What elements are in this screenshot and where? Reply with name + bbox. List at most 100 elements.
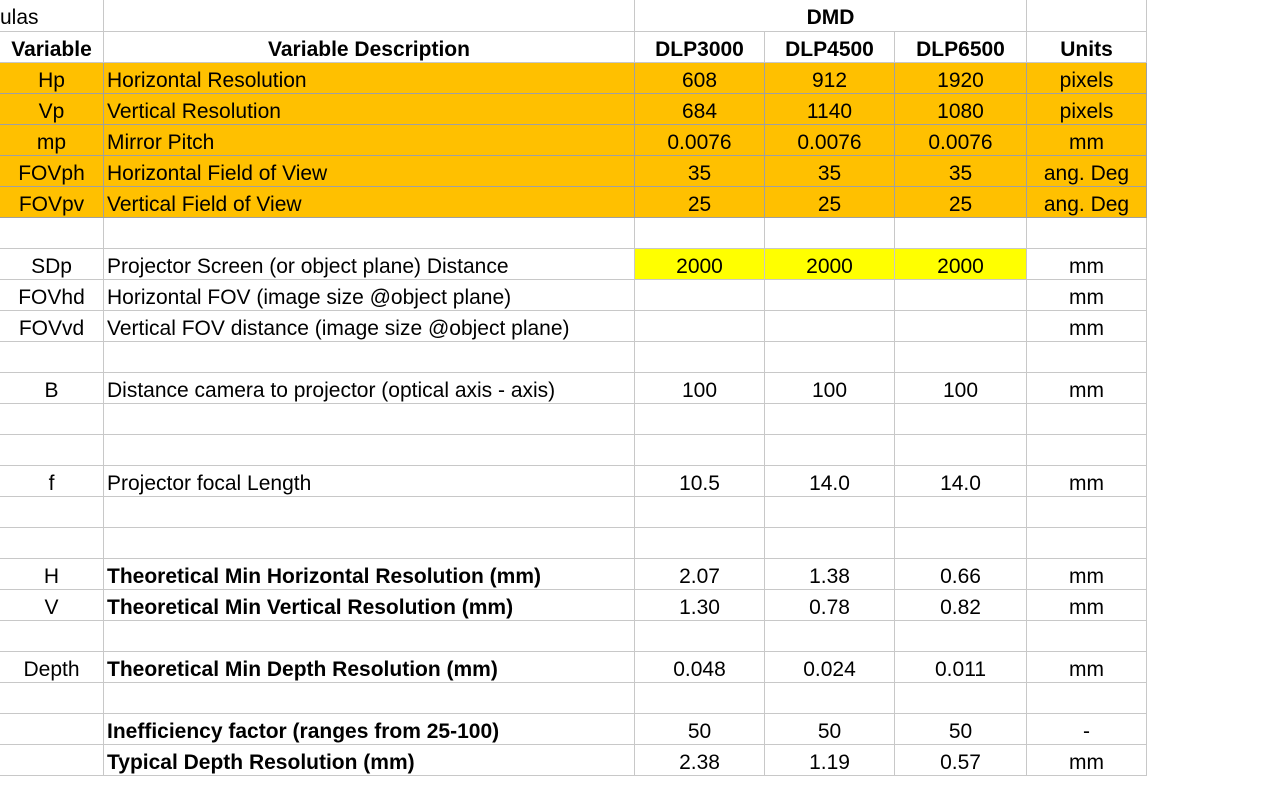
dlp4500-cell[interactable] (765, 218, 895, 249)
units-cell[interactable] (1027, 683, 1147, 714)
description-cell[interactable] (104, 683, 635, 714)
description-cell[interactable] (104, 435, 635, 466)
units-cell[interactable]: mm (1027, 280, 1147, 311)
variable-cell[interactable]: Depth (0, 652, 104, 683)
description-cell[interactable]: Theoretical Min Horizontal Resolution (m… (104, 559, 635, 590)
description-cell[interactable] (104, 528, 635, 559)
dlp4500-cell[interactable]: 0.78 (765, 590, 895, 621)
dlp3000-cell[interactable] (635, 621, 765, 652)
description-cell[interactable]: Vertical FOV distance (image size @objec… (104, 311, 635, 342)
dlp6500-cell[interactable] (895, 404, 1027, 435)
dlp6500-cell[interactable]: 0.011 (895, 652, 1027, 683)
dlp3000-cell[interactable] (635, 311, 765, 342)
units-cell[interactable] (1027, 435, 1147, 466)
units-cell[interactable] (1027, 621, 1147, 652)
units-cell[interactable]: pixels (1027, 94, 1147, 125)
description-cell[interactable]: Mirror Pitch (104, 125, 635, 156)
units-cell[interactable] (1027, 528, 1147, 559)
dlp4500-cell[interactable]: 35 (765, 156, 895, 187)
dlp4500-cell[interactable]: 912 (765, 63, 895, 94)
variable-cell[interactable]: FOVph (0, 156, 104, 187)
variable-cell[interactable]: B (0, 373, 104, 404)
variable-cell[interactable] (0, 435, 104, 466)
dlp4500-cell[interactable] (765, 280, 895, 311)
variable-cell[interactable] (0, 218, 104, 249)
description-cell[interactable]: Projector focal Length (104, 466, 635, 497)
header-variable[interactable]: Variable (0, 32, 104, 63)
dlp6500-cell[interactable]: 2000 (895, 249, 1027, 280)
variable-cell[interactable] (0, 621, 104, 652)
description-cell[interactable] (104, 218, 635, 249)
description-cell[interactable]: Inefficiency factor (ranges from 25-100) (104, 714, 635, 745)
units-cell[interactable] (1027, 497, 1147, 528)
dlp4500-cell[interactable]: 25 (765, 187, 895, 218)
variable-cell[interactable]: Vp (0, 94, 104, 125)
description-cell[interactable]: Projector Screen (or object plane) Dista… (104, 249, 635, 280)
corner-label-cell[interactable]: ulas (0, 0, 104, 32)
dlp6500-cell[interactable]: 100 (895, 373, 1027, 404)
variable-cell[interactable] (0, 683, 104, 714)
dlp3000-cell[interactable] (635, 404, 765, 435)
units-cell[interactable]: ang. Deg (1027, 156, 1147, 187)
variable-cell[interactable]: SDp (0, 249, 104, 280)
description-cell[interactable]: Distance camera to projector (optical ax… (104, 373, 635, 404)
description-cell[interactable]: Typical Depth Resolution (mm) (104, 745, 635, 776)
dlp4500-cell[interactable] (765, 528, 895, 559)
dlp3000-cell[interactable]: 0.048 (635, 652, 765, 683)
units-cell[interactable] (1027, 218, 1147, 249)
dlp6500-cell[interactable]: 35 (895, 156, 1027, 187)
header-dlp4500[interactable]: DLP4500 (765, 32, 895, 63)
dlp4500-cell[interactable]: 1140 (765, 94, 895, 125)
dlp3000-cell[interactable]: 2.07 (635, 559, 765, 590)
dlp4500-cell[interactable]: 1.38 (765, 559, 895, 590)
units-cell[interactable]: mm (1027, 311, 1147, 342)
description-cell[interactable] (104, 621, 635, 652)
dlp3000-cell[interactable]: 608 (635, 63, 765, 94)
dlp6500-cell[interactable]: 1080 (895, 94, 1027, 125)
dlp4500-cell[interactable] (765, 621, 895, 652)
description-cell[interactable] (104, 342, 635, 373)
units-cell[interactable]: mm (1027, 466, 1147, 497)
dlp6500-cell[interactable] (895, 342, 1027, 373)
dlp6500-cell[interactable] (895, 311, 1027, 342)
description-cell[interactable]: Horizontal FOV (image size @object plane… (104, 280, 635, 311)
dlp6500-cell[interactable] (895, 683, 1027, 714)
dlp6500-cell[interactable]: 0.57 (895, 745, 1027, 776)
dlp3000-cell[interactable]: 35 (635, 156, 765, 187)
dlp6500-cell[interactable] (895, 621, 1027, 652)
variable-cell[interactable] (0, 404, 104, 435)
description-cell[interactable]: Vertical Field of View (104, 187, 635, 218)
dlp3000-cell[interactable]: 10.5 (635, 466, 765, 497)
description-cell[interactable]: Horizontal Resolution (104, 63, 635, 94)
dlp4500-cell[interactable]: 1.19 (765, 745, 895, 776)
units-cell[interactable]: mm (1027, 373, 1147, 404)
cell[interactable] (104, 0, 635, 32)
dlp3000-cell[interactable] (635, 497, 765, 528)
description-cell[interactable] (104, 497, 635, 528)
header-description[interactable]: Variable Description (104, 32, 635, 63)
dlp6500-cell[interactable] (895, 528, 1027, 559)
variable-cell[interactable] (0, 528, 104, 559)
dlp4500-cell[interactable]: 50 (765, 714, 895, 745)
dlp6500-cell[interactable]: 0.0076 (895, 125, 1027, 156)
variable-cell[interactable] (0, 342, 104, 373)
variable-cell[interactable]: FOVpv (0, 187, 104, 218)
dlp3000-cell[interactable]: 25 (635, 187, 765, 218)
dmd-group-cell[interactable]: DMD (635, 0, 1027, 32)
dlp3000-cell[interactable] (635, 683, 765, 714)
variable-cell[interactable]: mp (0, 125, 104, 156)
dlp6500-cell[interactable]: 25 (895, 187, 1027, 218)
dlp3000-cell[interactable]: 0.0076 (635, 125, 765, 156)
variable-cell[interactable] (0, 745, 104, 776)
dlp4500-cell[interactable] (765, 404, 895, 435)
variable-cell[interactable]: FOVvd (0, 311, 104, 342)
description-cell[interactable]: Vertical Resolution (104, 94, 635, 125)
dlp4500-cell[interactable]: 100 (765, 373, 895, 404)
units-cell[interactable]: pixels (1027, 63, 1147, 94)
variable-cell[interactable] (0, 714, 104, 745)
dlp6500-cell[interactable] (895, 280, 1027, 311)
units-cell[interactable]: ang. Deg (1027, 187, 1147, 218)
units-cell[interactable]: mm (1027, 652, 1147, 683)
dlp6500-cell[interactable] (895, 435, 1027, 466)
dlp4500-cell[interactable] (765, 342, 895, 373)
